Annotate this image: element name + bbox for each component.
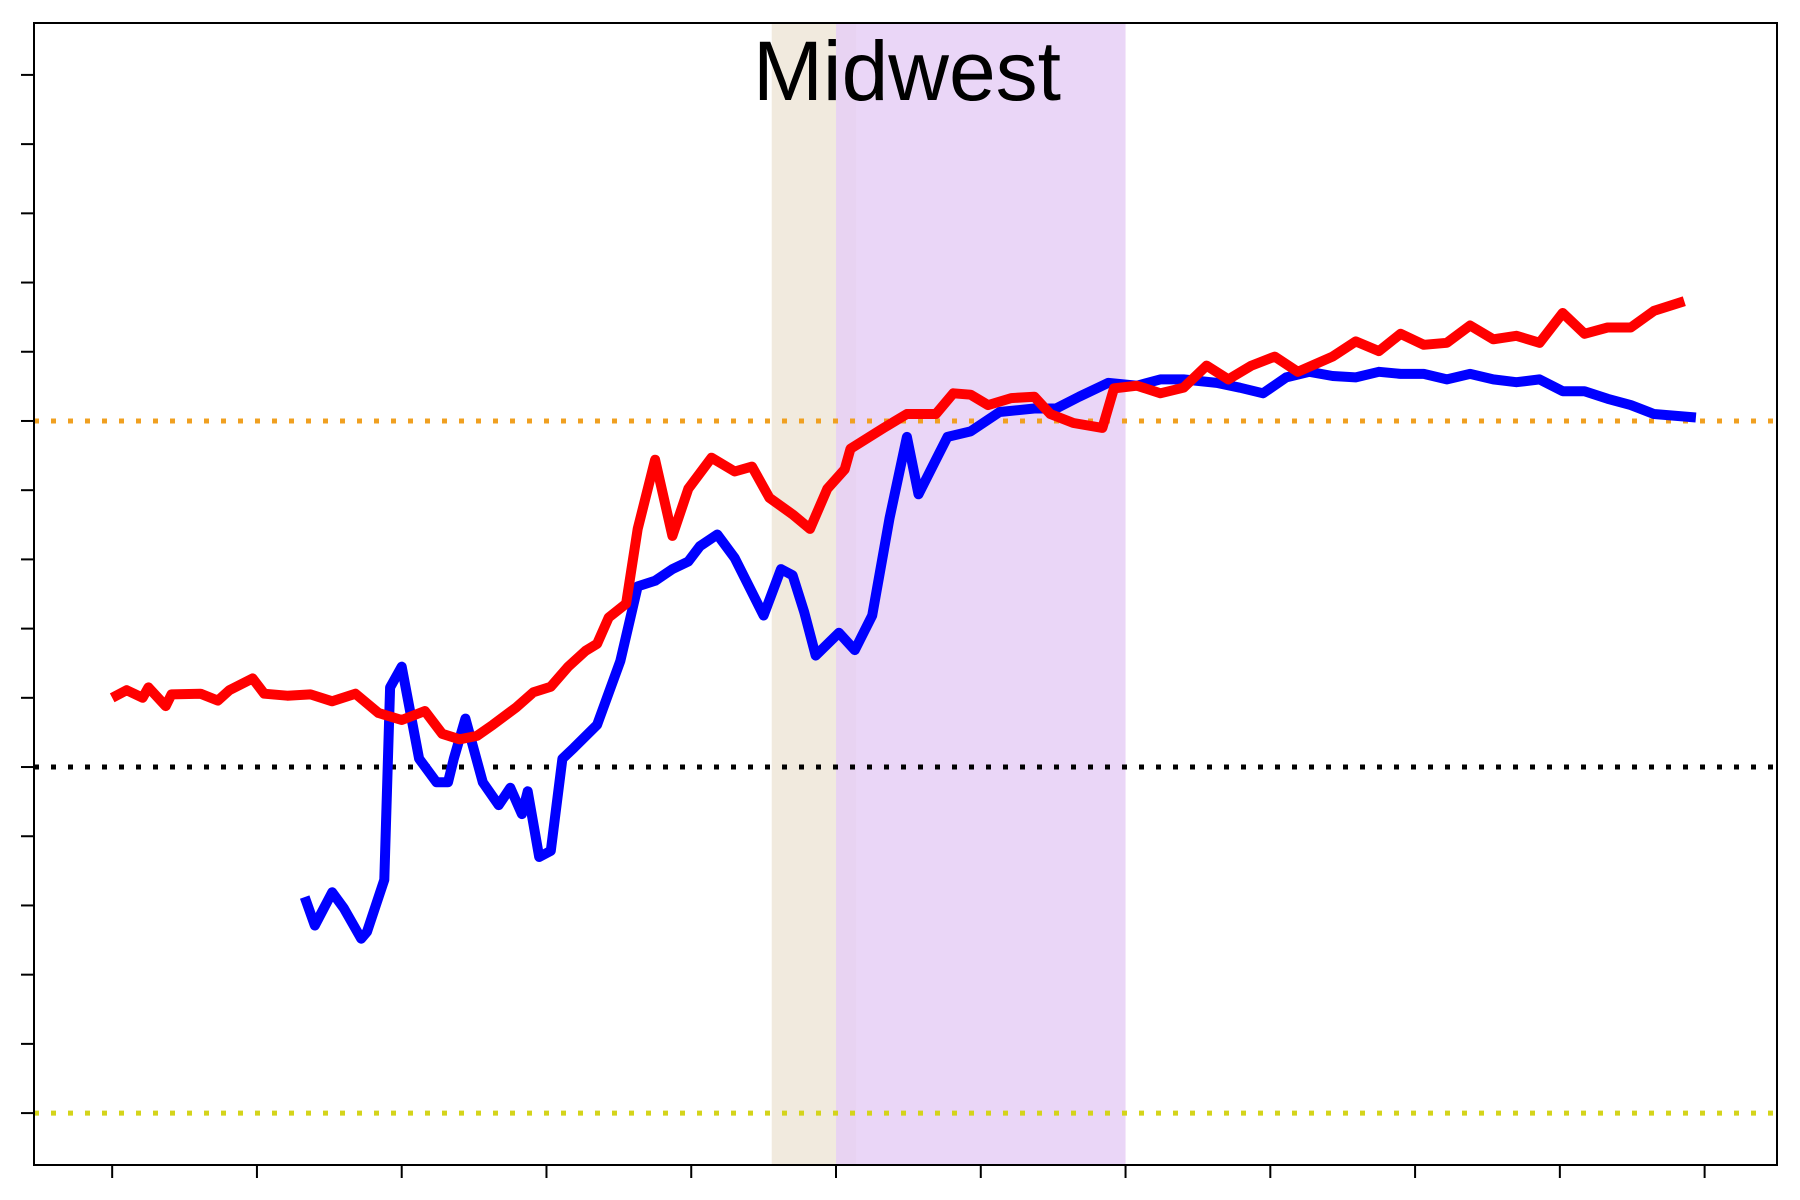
series-line	[109, 296, 1686, 745]
bands	[771, 23, 1126, 1165]
chart-title: Midwest	[753, 24, 1061, 118]
shaded-band	[836, 23, 1126, 1165]
series-line	[299, 366, 1697, 944]
plot-lines	[34, 296, 1777, 1116]
plot-frame	[33, 22, 1778, 1166]
ticks	[21, 73, 1706, 1178]
